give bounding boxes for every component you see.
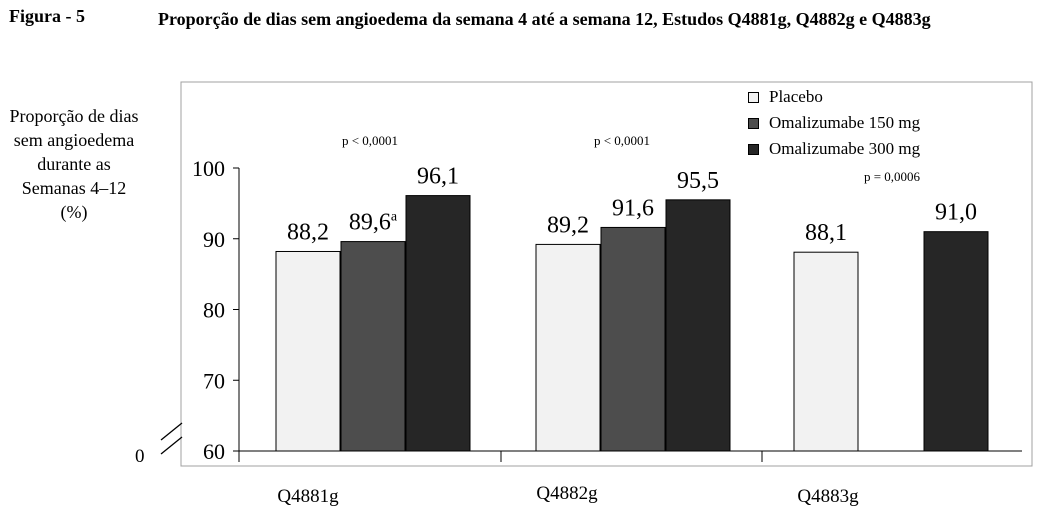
bar <box>793 251 859 452</box>
axis-break-marks <box>160 422 183 455</box>
y-tick-label: 90 <box>203 227 225 252</box>
category-label: Q4882g <box>536 483 598 504</box>
bar-value-label: 91,0 <box>935 200 977 226</box>
y-tick-label: 80 <box>203 298 225 323</box>
bar-value-label: 91,6 <box>612 195 654 221</box>
legend-label: Placebo <box>769 87 823 106</box>
legend-swatch <box>748 143 759 155</box>
p-value-label: p < 0,0001 <box>342 133 398 148</box>
bar <box>923 231 989 452</box>
p-value-label: p = 0,0006 <box>864 169 921 184</box>
axis-break-zero-label: 0 <box>135 446 145 467</box>
bar <box>600 226 666 452</box>
bar <box>535 243 601 452</box>
figure-label: Figura - 5 <box>9 6 85 26</box>
y-tick-label: 100 <box>192 156 225 181</box>
chart-legend: Placebo Omalizumabe 150 mg Omalizumabe 300… <box>748 84 920 162</box>
bar <box>665 199 731 452</box>
bar-value-label: 89,2 <box>547 212 589 238</box>
plot-frame <box>180 81 1033 467</box>
bar-value-label: 88,1 <box>805 220 847 246</box>
bar <box>405 195 471 452</box>
category-label: Q4881g <box>277 486 339 507</box>
footnote-mark: a <box>391 210 398 225</box>
legend-swatch <box>748 91 759 103</box>
y-tick-label: 70 <box>203 368 225 393</box>
bar-value-label: 96,1 <box>417 164 459 190</box>
legend-item: Placebo <box>748 84 920 110</box>
y-tick-label: 60 <box>203 439 225 464</box>
legend-swatch <box>748 117 759 129</box>
bar-value-label: 88,2 <box>287 219 329 245</box>
legend-label: Omalizumabe 150 mg <box>769 113 921 132</box>
p-value-label: p < 0,0001 <box>594 133 650 148</box>
bar-value-label: 89,6a <box>349 210 398 236</box>
y-axis-label: Proporção de dias sem angioedema durante… <box>9 106 139 222</box>
bar <box>340 241 406 452</box>
figure-title: Proporção de dias sem angioedema da sema… <box>158 9 931 29</box>
category-label: Q4883g <box>797 486 859 507</box>
legend-label: Omalizumabe 300 mg <box>769 139 921 158</box>
legend-item: Omalizumabe 300 mg <box>748 136 920 162</box>
legend-item: Omalizumabe 150 mg <box>748 110 920 136</box>
bar-value-label: 95,5 <box>677 168 719 194</box>
bar <box>275 250 341 452</box>
